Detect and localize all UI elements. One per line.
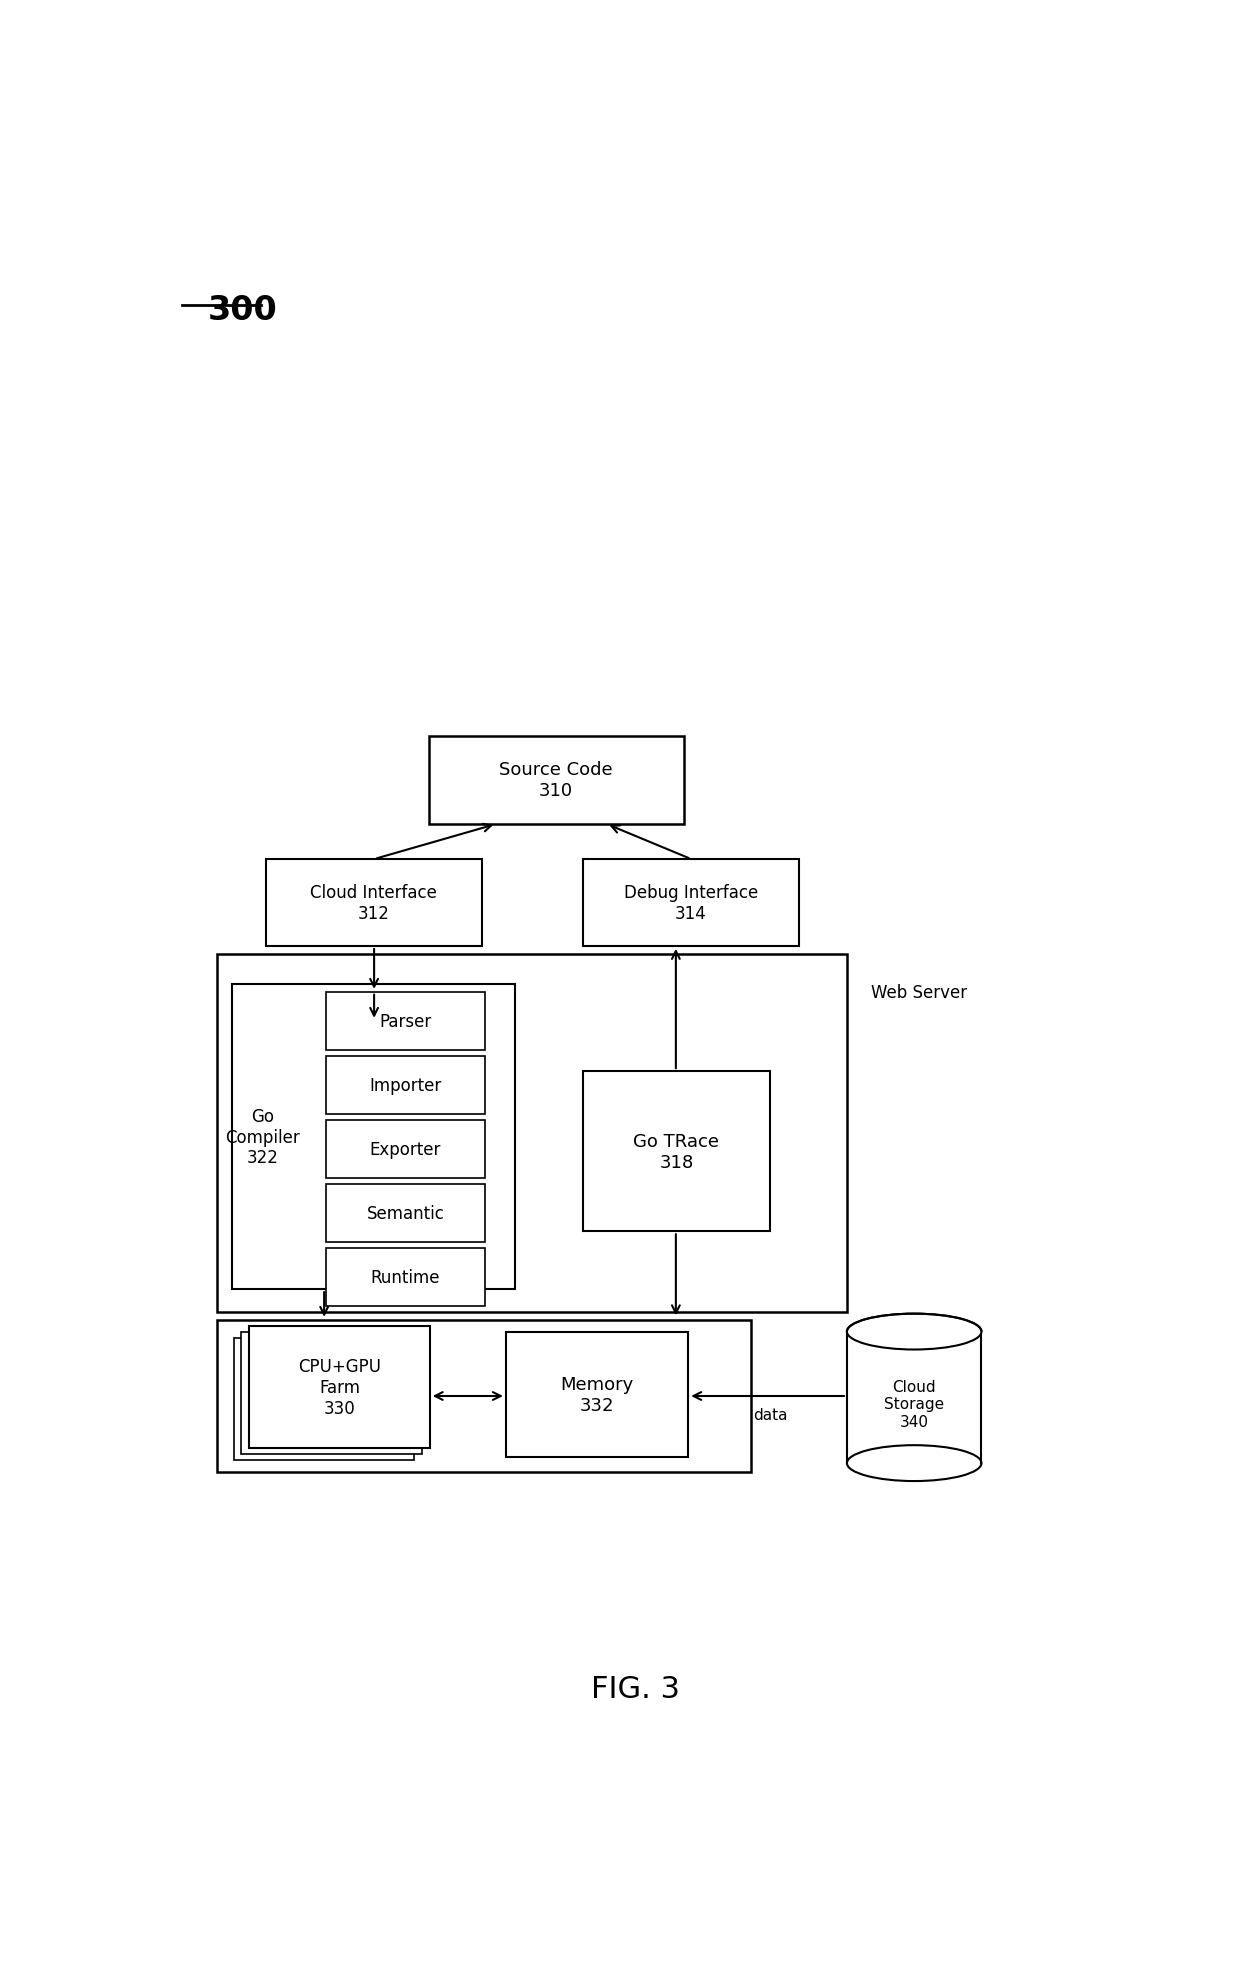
Text: FIG. 3: FIG. 3 [591, 1675, 680, 1703]
Text: 300: 300 [208, 293, 278, 327]
Bar [242, 1333, 422, 1453]
Bar [232, 984, 516, 1289]
Bar [265, 859, 481, 946]
Bar [326, 1249, 485, 1307]
Bar [326, 1184, 485, 1241]
Text: Cloud
Storage
340: Cloud Storage 340 [884, 1380, 944, 1430]
Ellipse shape [847, 1315, 982, 1350]
Text: Parser: Parser [379, 1012, 432, 1030]
Text: Memory
332: Memory 332 [560, 1376, 634, 1414]
Bar [217, 954, 847, 1313]
Bar [506, 1333, 688, 1457]
Text: Cloud Interface
312: Cloud Interface 312 [310, 883, 436, 923]
Ellipse shape [847, 1445, 982, 1481]
Bar [234, 1338, 414, 1461]
Bar [847, 1333, 982, 1463]
Text: Exporter: Exporter [370, 1140, 441, 1158]
Text: CPU+GPU
Farm
330: CPU+GPU Farm 330 [298, 1358, 381, 1418]
Text: Semantic: Semantic [366, 1204, 444, 1222]
Bar [326, 1121, 485, 1178]
Bar [249, 1327, 430, 1447]
Text: data: data [753, 1408, 787, 1422]
Text: Go TRace
318: Go TRace 318 [634, 1133, 719, 1170]
Text: Runtime: Runtime [371, 1269, 440, 1287]
Text: Importer: Importer [370, 1077, 441, 1095]
Text: Go
Compiler
322: Go Compiler 322 [226, 1107, 300, 1166]
Bar [326, 1055, 485, 1115]
Bar [217, 1321, 751, 1473]
Text: Source Code
310: Source Code 310 [500, 760, 613, 800]
Bar [583, 1071, 770, 1232]
Text: Debug Interface
314: Debug Interface 314 [624, 883, 758, 923]
Bar [583, 859, 799, 946]
Text: Web Server: Web Server [870, 984, 967, 1002]
Bar [326, 992, 485, 1049]
Bar [429, 737, 683, 824]
